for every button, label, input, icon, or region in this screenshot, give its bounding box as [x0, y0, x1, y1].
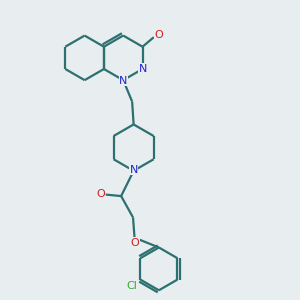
Text: N: N	[129, 165, 138, 175]
Text: O: O	[154, 30, 163, 40]
Text: O: O	[131, 238, 140, 248]
Text: O: O	[96, 189, 105, 199]
Text: N: N	[139, 64, 147, 74]
Text: N: N	[119, 76, 128, 86]
Text: Cl: Cl	[127, 281, 137, 291]
